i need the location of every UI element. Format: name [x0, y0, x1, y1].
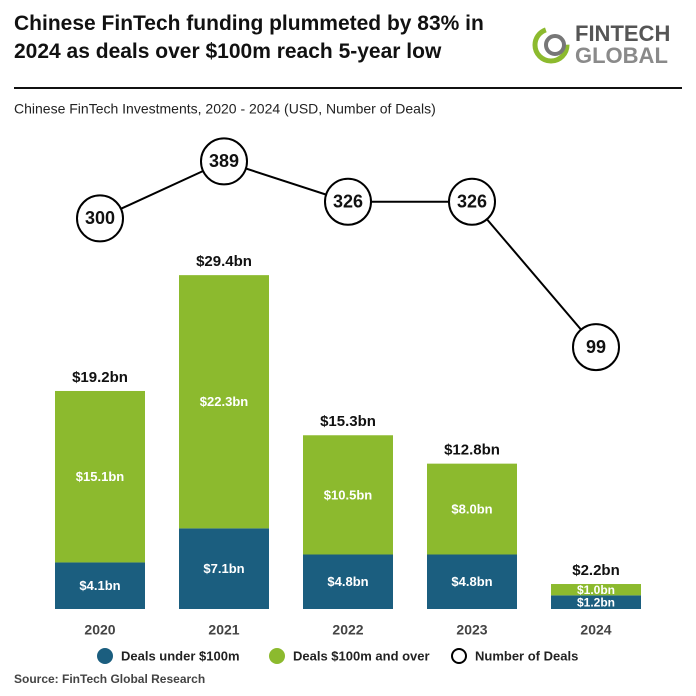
- bar: [55, 390, 145, 563]
- logo-text: FINTECH: [575, 21, 670, 46]
- total-label: $15.3bn: [320, 413, 376, 430]
- x-tick-label: 2021: [208, 622, 239, 638]
- logo-text: GLOBAL: [575, 43, 668, 68]
- bar: [551, 595, 641, 609]
- logo-ring: [532, 26, 570, 64]
- marker: [76, 194, 124, 243]
- source: Source: FinTech Global Research: [14, 672, 205, 686]
- bar: [551, 584, 641, 596]
- bar: [303, 435, 393, 555]
- legend-swatch: [97, 648, 113, 664]
- bar: [179, 275, 269, 529]
- legend-label: Deals $100m and over: [293, 648, 430, 663]
- bar: [427, 463, 517, 555]
- value-label: $4.1bn: [79, 578, 120, 593]
- x-tick-label: 2020: [84, 622, 115, 638]
- value-label: $7.1bn: [203, 561, 244, 576]
- chart-title: Chinese FinTech funding plummeted by 83%…: [14, 12, 484, 63]
- value-label: 326: [333, 191, 363, 211]
- marker: [200, 137, 248, 186]
- chart-subtitle: Chinese FinTech Investments, 2020 - 2024…: [14, 101, 436, 117]
- value-label: $10.5bn: [324, 487, 372, 502]
- logo: FINTECH GLOBAL: [532, 21, 670, 68]
- value-label: $4.8bn: [327, 574, 368, 589]
- value-label: $8.0bn: [451, 502, 492, 517]
- total-label: $29.4bn: [196, 253, 252, 270]
- value-label: 326: [457, 191, 487, 211]
- marker: [448, 177, 496, 226]
- value-label: $22.3bn: [200, 394, 248, 409]
- bar: [55, 562, 145, 609]
- value-label: $1.0bn: [577, 583, 615, 597]
- total-label: $12.8bn: [444, 442, 500, 459]
- value-label: 389: [209, 151, 239, 171]
- legend-swatch: [451, 648, 467, 664]
- total-label: $2.2bn: [572, 562, 620, 579]
- x-tick-label: 2022: [332, 622, 363, 638]
- logo-ring: [544, 34, 566, 56]
- value-label: 99: [586, 337, 606, 357]
- marker: [324, 177, 372, 226]
- legend-label: Deals under $100m: [121, 648, 240, 663]
- bar: [427, 554, 517, 609]
- value-label: $1.2bn: [577, 595, 615, 609]
- value-label: $15.1bn: [76, 469, 124, 484]
- value-label: 300: [85, 208, 115, 228]
- bar: [179, 528, 269, 609]
- x-tick-label: 2023: [456, 622, 487, 638]
- marker: [572, 323, 620, 372]
- bar: [303, 554, 393, 609]
- x-tick-label: 2024: [580, 622, 611, 638]
- legend-label: Number of Deals: [475, 648, 578, 663]
- total-label: $19.2bn: [72, 369, 128, 386]
- legend-swatch: [269, 648, 285, 664]
- value-label: $4.8bn: [451, 574, 492, 589]
